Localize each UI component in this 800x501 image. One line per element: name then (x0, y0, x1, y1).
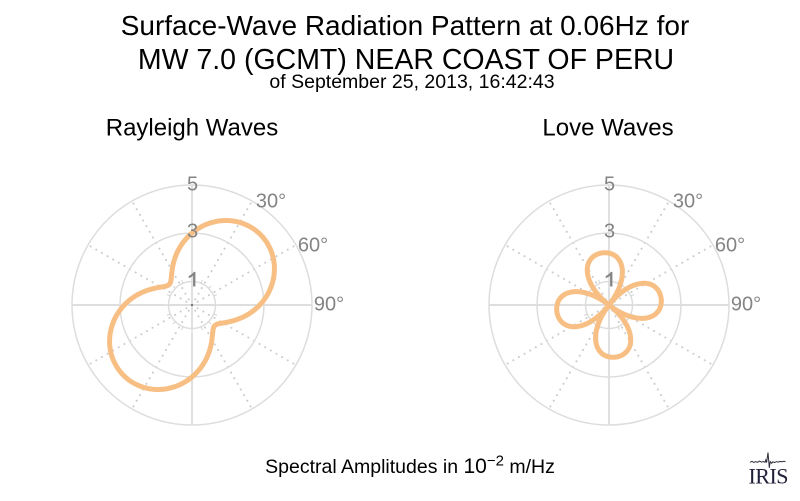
svg-text:Love Waves: Love Waves (542, 115, 673, 142)
svg-text:IRIS: IRIS (749, 464, 789, 489)
svg-text:30°: 30° (673, 190, 703, 212)
svg-text:90°: 90° (731, 293, 761, 315)
svg-text:3: 3 (604, 221, 615, 243)
svg-text:3: 3 (187, 221, 198, 243)
svg-text:60°: 60° (298, 234, 328, 256)
svg-text:Surface-Wave Radiation Pattern: Surface-Wave Radiation Pattern at 0.06Hz… (121, 10, 690, 41)
svg-text:of September 25, 2013, 16:42:4: of September 25, 2013, 16:42:43 (269, 71, 554, 93)
svg-text:30°: 30° (256, 190, 286, 212)
svg-text:Rayleigh Waves: Rayleigh Waves (106, 115, 279, 142)
svg-text:MW 7.0 (GCMT) NEAR COAST OF PE: MW 7.0 (GCMT) NEAR COAST OF PERU (138, 44, 674, 76)
svg-text:90°: 90° (314, 293, 344, 315)
svg-text:Spectral Amplitudes in 10−2 m/: Spectral Amplitudes in 10−2 m/Hz (265, 453, 555, 479)
svg-text:5: 5 (187, 174, 198, 196)
svg-text:5: 5 (604, 174, 615, 196)
svg-text:60°: 60° (715, 234, 745, 256)
